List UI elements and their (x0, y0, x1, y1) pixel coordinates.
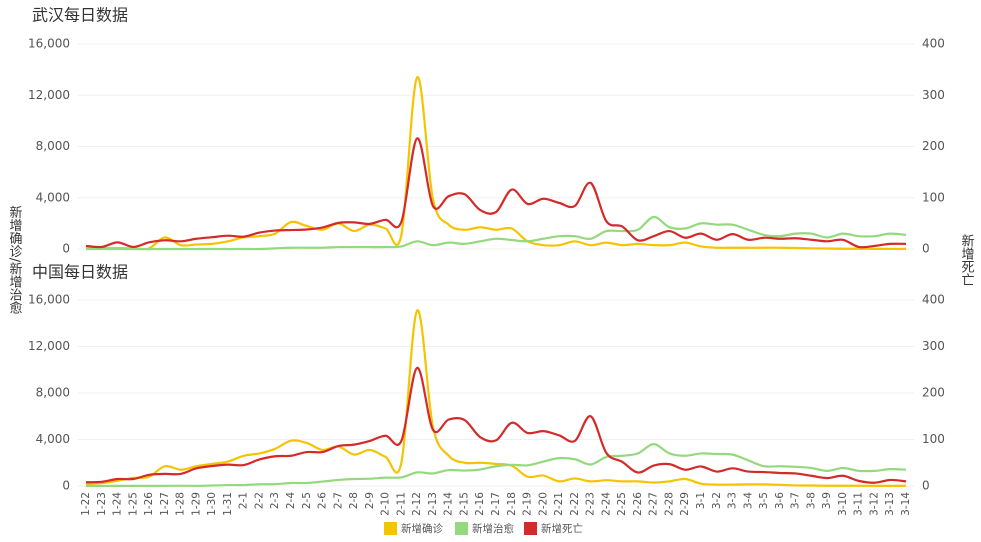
legend-swatch (384, 522, 397, 535)
x-tick-label: 2-29 (679, 492, 691, 516)
series-line (85, 366, 907, 484)
x-tick-label: 2-10 (380, 492, 392, 516)
x-tick-label: 2-17 (490, 492, 502, 516)
x-tick-label: 2-20 (537, 492, 549, 516)
x-tick-label: 2-26 (632, 492, 644, 516)
x-tick-label: 2-2 (253, 492, 265, 509)
x-tick-label: 2-19 (522, 492, 534, 516)
x-tick-label: 3-4 (742, 492, 754, 509)
x-tick-label: 2-21 (553, 492, 565, 516)
x-tick-label: 3-9 (821, 492, 833, 509)
legend-swatch (455, 522, 468, 535)
y-tick-label: 4,000 (36, 432, 70, 446)
x-tick-label: 2-23 (585, 492, 597, 516)
x-tick-label: 2-1 (238, 492, 250, 509)
x-tick-label: 2-3 (269, 492, 281, 509)
y-tick-label: 0 (62, 242, 70, 256)
y2-tick-label: 400 (922, 293, 945, 307)
series-line (85, 309, 907, 487)
y-tick-label: 16,000 (28, 293, 70, 307)
x-tick-label: 3-14 (900, 492, 912, 516)
y2-axis-label: 新增死亡 (959, 233, 975, 286)
x-tick-label: 2-28 (663, 492, 675, 516)
x-tick-label: 2-4 (285, 492, 297, 509)
x-tick-label: 3-8 (805, 492, 817, 509)
x-tick-label: 3-3 (727, 492, 739, 509)
y-tick-label: 4,000 (36, 190, 70, 204)
chart-title: 中国每日数据 (32, 263, 128, 282)
legend-label: 新增治愈 (472, 522, 514, 535)
y2-tick-label: 300 (922, 88, 945, 102)
y-tick-label: 12,000 (28, 339, 70, 353)
series-line (85, 76, 906, 251)
x-tick-label: 1-25 (127, 492, 139, 516)
x-tick-label: 3-1 (695, 492, 707, 509)
x-tick-label: 3-5 (758, 492, 770, 509)
x-tick-label: 2-14 (443, 492, 455, 516)
series-line (85, 443, 907, 488)
x-tick-label: 3-12 (868, 492, 880, 516)
y2-tick-label: 100 (922, 190, 945, 204)
series-line (85, 137, 907, 249)
x-tick-label: 2-13 (427, 492, 439, 516)
x-tick-label: 1-29 (190, 492, 202, 516)
x-tick-label: 2-6 (317, 492, 329, 509)
x-tick-label: 3-11 (853, 492, 865, 516)
x-tick-label: 2-7 (332, 492, 344, 509)
y-tick-label: 8,000 (36, 139, 70, 153)
y2-tick-label: 100 (922, 432, 945, 446)
x-tick-label: 2-22 (569, 492, 581, 516)
x-tick-label: 1-31 (222, 492, 234, 516)
x-tick-label: 1-30 (206, 492, 218, 516)
y-axis-label: 新增确诊/新增治愈 (7, 205, 23, 314)
x-tick-label: 2-12 (411, 492, 423, 516)
x-tick-label: 1-24 (112, 492, 124, 516)
y-tick-label: 0 (62, 479, 70, 493)
x-tick-label: 2-24 (600, 492, 612, 516)
x-tick-label: 2-5 (301, 492, 313, 509)
y-tick-label: 8,000 (36, 386, 70, 400)
x-tick-label: 2-9 (364, 492, 376, 509)
x-tick-label: 2-27 (648, 492, 660, 516)
x-tick-label: 1-22 (80, 492, 92, 516)
y2-tick-label: 200 (922, 139, 945, 153)
x-tick-label: 2-8 (348, 492, 360, 509)
y-tick-label: 16,000 (28, 37, 70, 51)
x-tick-label: 3-13 (884, 492, 896, 516)
y2-tick-label: 0 (922, 242, 930, 256)
y2-tick-label: 300 (922, 339, 945, 353)
y2-tick-label: 400 (922, 37, 945, 51)
legend-label: 新增确诊 (401, 522, 443, 535)
x-tick-label: 1-23 (96, 492, 108, 516)
x-tick-label: 2-15 (458, 492, 470, 516)
x-tick-label: 2-11 (395, 492, 407, 516)
y2-tick-label: 0 (922, 479, 930, 493)
y2-tick-label: 200 (922, 386, 945, 400)
x-tick-label: 2-18 (506, 492, 518, 516)
legend-swatch (524, 522, 537, 535)
x-tick-label: 1-26 (143, 492, 155, 516)
x-tick-label: 1-28 (175, 492, 187, 516)
x-tick-label: 2-16 (474, 492, 486, 516)
x-tick-label: 3-7 (790, 492, 802, 509)
x-tick-label: 3-6 (774, 492, 786, 509)
x-tick-label: 3-2 (711, 492, 723, 509)
x-tick-label: 1-27 (159, 492, 171, 516)
y-tick-label: 12,000 (28, 88, 70, 102)
x-tick-label: 2-25 (616, 492, 628, 516)
chart-title: 武汉每日数据 (32, 6, 128, 25)
series-line (86, 215, 907, 251)
x-tick-label: 3-10 (837, 492, 849, 516)
legend-label: 新增死亡 (541, 522, 583, 535)
